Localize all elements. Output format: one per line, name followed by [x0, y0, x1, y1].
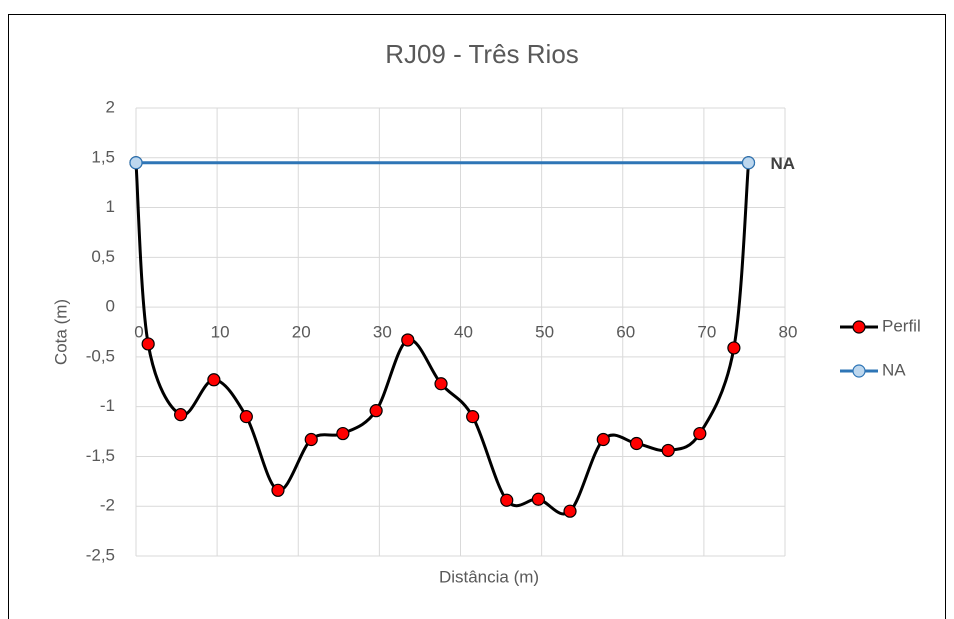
- chart-title: RJ09 - Três Rios: [385, 39, 579, 69]
- data-point: [434, 377, 448, 391]
- x-tick-label: 20: [292, 323, 311, 342]
- data-point: [401, 333, 415, 347]
- legend-label: Perfil: [882, 316, 921, 335]
- data-point: [271, 483, 285, 497]
- data-point: [239, 410, 253, 424]
- x-tick-label: 30: [373, 323, 392, 342]
- data-point: [661, 443, 675, 458]
- data-point: [563, 504, 577, 518]
- x-tick-label: 10: [211, 323, 230, 342]
- legend-label: NA: [882, 360, 906, 379]
- x-tick-label: 70: [697, 323, 716, 342]
- y-tick-label: -1,5: [86, 446, 115, 465]
- data-point: [727, 341, 741, 355]
- x-tick-label: 0: [134, 323, 143, 342]
- y-axis-label: Cota (m): [51, 299, 70, 365]
- y-tick-label: 2: [106, 97, 115, 116]
- y-tick-label: 1: [106, 197, 115, 216]
- y-tick-label: 1,5: [91, 147, 115, 166]
- legend-marker: [852, 364, 866, 378]
- data-point: [369, 404, 383, 418]
- y-tick-label: -1: [100, 396, 115, 415]
- data-point: [693, 426, 707, 441]
- data-point: [741, 156, 756, 170]
- data-point: [141, 337, 155, 351]
- data-point: [129, 156, 143, 170]
- y-tick-label: -2: [100, 496, 115, 515]
- y-tick-label: -0,5: [86, 346, 115, 365]
- data-point: [531, 492, 545, 506]
- y-tick-label: 0,5: [91, 247, 115, 266]
- data-point: [596, 432, 610, 447]
- data-point: [629, 436, 644, 451]
- y-tick-label: 0: [106, 297, 115, 316]
- x-axis-label: Distância (m): [439, 567, 539, 586]
- data-point: [207, 373, 221, 387]
- x-tick-label: 80: [779, 323, 798, 342]
- y-tick-label: -2,5: [86, 545, 115, 564]
- x-tick-label: 50: [535, 323, 554, 342]
- annotation: NA: [770, 154, 795, 173]
- data-point: [304, 432, 318, 447]
- data-point: [500, 493, 514, 507]
- chart-border: [8, 14, 946, 619]
- legend-marker: [852, 320, 866, 334]
- data-point: [174, 408, 188, 422]
- x-tick-label: 40: [454, 323, 473, 342]
- x-tick-label: 60: [616, 323, 635, 342]
- data-point: [466, 410, 480, 424]
- data-point: [336, 426, 350, 441]
